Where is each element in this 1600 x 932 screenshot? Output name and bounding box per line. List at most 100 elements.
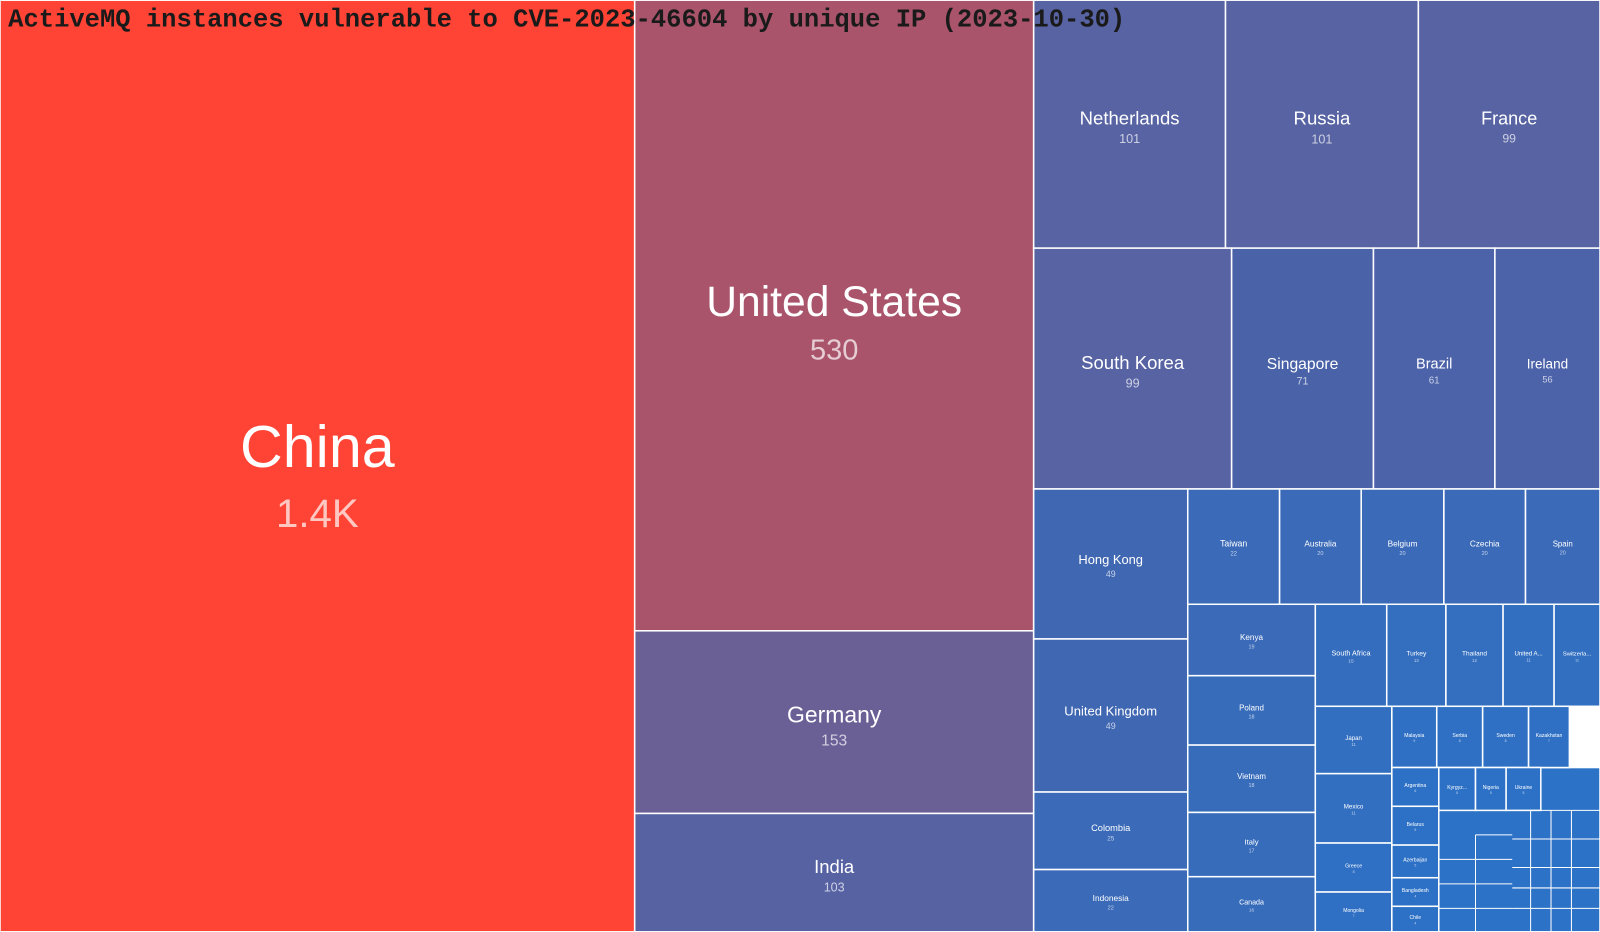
cell-value: 5: [1414, 864, 1416, 868]
treemap-cell: [1360, 488, 1445, 606]
cell-label: India: [814, 856, 855, 877]
cell-label: Japan: [1345, 735, 1362, 742]
cell-label: South Africa: [1331, 648, 1371, 657]
cell-label: Poland: [1239, 703, 1264, 712]
treemap-cell: [0, 0, 636, 932]
cell-value: 71: [1297, 376, 1309, 388]
treemap-cell: [1391, 805, 1440, 846]
cell-label: Italy: [1244, 838, 1258, 847]
cell-value: 4: [1414, 894, 1416, 898]
treemap-cell: [1032, 868, 1189, 932]
cell-label: Bangladesh: [1402, 888, 1429, 894]
treemap-cell: [1314, 891, 1393, 932]
cell-value: 20: [1482, 551, 1488, 557]
cell-value: 530: [810, 334, 858, 366]
treemap-cell: [1391, 705, 1438, 769]
cell-label: Argentina: [1404, 783, 1426, 789]
cell-value: 99: [1502, 132, 1516, 146]
treemap-cell: [1032, 791, 1189, 871]
treemap-cell: [1186, 603, 1317, 677]
cell-label: Greece: [1345, 864, 1362, 870]
cell-label: Chile: [1410, 915, 1422, 921]
cell-value: 12: [1472, 658, 1477, 663]
treemap-cell: [1314, 705, 1393, 775]
cell-label: Germany: [787, 701, 882, 727]
cell-value: 49: [1106, 569, 1116, 579]
cell-label: Kenya: [1240, 633, 1263, 642]
small-cell-borders: [1438, 809, 1600, 932]
cell-label: Switzerla...: [1563, 651, 1592, 657]
treemap-cell: [1186, 811, 1317, 878]
treemap-cell: [1278, 488, 1362, 606]
cell-value: 5: [1523, 791, 1525, 795]
cell-value: 22: [1108, 905, 1114, 911]
cell-value: 103: [824, 881, 845, 895]
treemap-cell: [1186, 488, 1281, 606]
cell-label: United Kingdom: [1064, 704, 1157, 719]
cell-label: Malaysia: [1404, 733, 1424, 739]
cell-label: South Korea: [1081, 352, 1185, 373]
cell-label: Spain: [1553, 540, 1573, 549]
cell-label: Taiwan: [1220, 539, 1247, 549]
cell-value: 49: [1106, 721, 1116, 731]
treemap-cell: [1032, 488, 1189, 640]
cell-value: 5: [1414, 828, 1416, 832]
cell-value: 18: [1249, 783, 1255, 789]
cell-value: 5: [1456, 791, 1458, 795]
cell-value: 20: [1560, 551, 1566, 557]
cell-label: Indonesia: [1093, 893, 1129, 903]
cell-value: 16: [1249, 908, 1255, 914]
cell-label: Ireland: [1527, 357, 1568, 372]
cell-label: Australia: [1304, 540, 1336, 549]
cell-value: 1.4K: [276, 491, 359, 536]
cell-label: Kazakhstan: [1536, 733, 1563, 739]
treemap-cell: [1443, 488, 1527, 606]
treemap-cell: [633, 812, 1035, 932]
treemap-cell: [633, 630, 1035, 815]
cell-value: 9: [1413, 739, 1415, 743]
cell-label: Belarus: [1407, 822, 1425, 828]
cell-value: 153: [821, 733, 847, 750]
cell-label: Ukraine: [1515, 785, 1533, 791]
cell-value: 19: [1248, 644, 1254, 650]
treemap-cell: [1391, 905, 1440, 932]
cell-label: Czechia: [1470, 540, 1500, 549]
treemap-cell: [1474, 766, 1507, 812]
cell-value: 7: [1353, 914, 1355, 918]
cell-value: 56: [1542, 374, 1552, 384]
cell-value: 11: [1575, 657, 1579, 662]
cell-value: 7: [1548, 739, 1550, 743]
cell-label: Belgium: [1388, 539, 1418, 549]
cell-label: China: [240, 413, 395, 480]
cell-label: Serbia: [1452, 733, 1467, 739]
cell-value: 13: [1414, 658, 1419, 663]
treemap-cell: [1524, 488, 1600, 606]
treemap-cell: [1186, 674, 1317, 746]
treemap-cell: [1372, 247, 1496, 490]
cell-value: 8: [1459, 739, 1461, 743]
cell-label: Vietnam: [1237, 772, 1266, 781]
cell-label: Singapore: [1267, 356, 1339, 373]
treemap-cell: [1032, 638, 1189, 793]
treemap-cell: [1314, 842, 1393, 893]
cell-label: Russia: [1294, 107, 1351, 128]
cell-value: 8: [1505, 739, 1507, 743]
cell-value: 22: [1230, 552, 1237, 558]
cell-value: 8: [1353, 870, 1355, 874]
treemap-cell: [1553, 603, 1600, 708]
cell-label: Mongolia: [1343, 908, 1364, 914]
cell-label: United States: [706, 278, 962, 326]
cell-value: 11: [1526, 658, 1531, 663]
cell-value: 11: [1351, 742, 1356, 747]
cell-value: 18: [1249, 715, 1255, 721]
treemap-cell: [1481, 705, 1530, 769]
cell-value: 25: [1107, 835, 1115, 842]
cell-value: 101: [1119, 132, 1140, 146]
cell-label: France: [1481, 108, 1537, 128]
treemap-cell: [633, 0, 1035, 632]
treemap-cell: [1438, 766, 1477, 812]
cell-label: Mexico: [1344, 803, 1364, 810]
cell-value: 20: [1399, 551, 1405, 557]
